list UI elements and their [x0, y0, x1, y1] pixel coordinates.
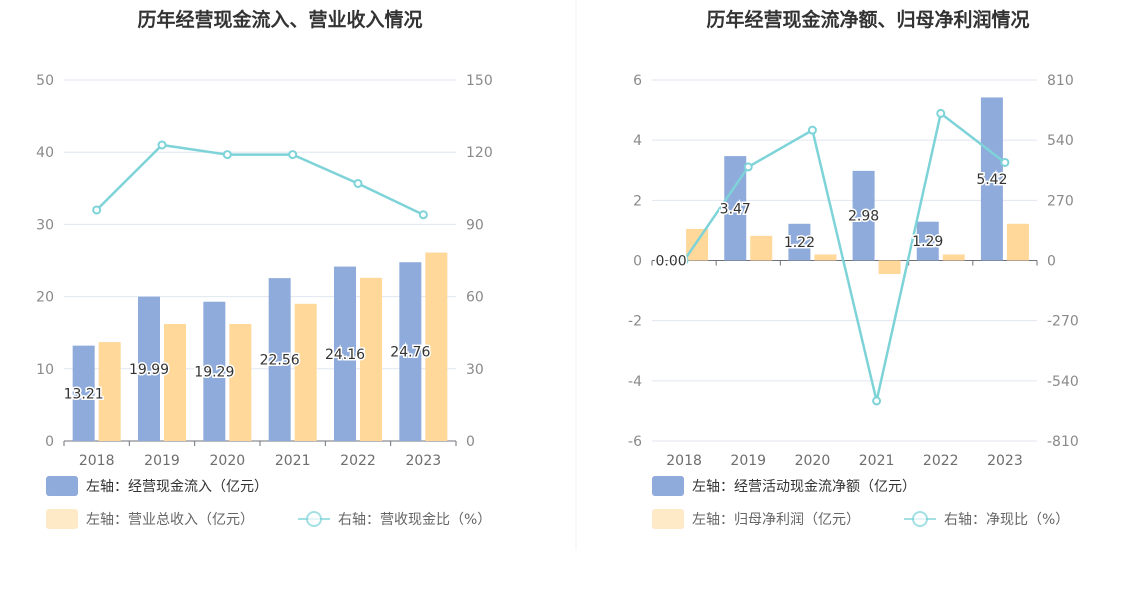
data-label: 19.99 — [129, 362, 169, 378]
legend-label: 右轴：营收现金比（%） — [338, 512, 491, 528]
y-right-tick-label: 30 — [466, 362, 484, 378]
line-point — [420, 211, 427, 218]
y-right-tick-label: 120 — [466, 145, 493, 161]
y-left-tick-label: 4 — [633, 133, 642, 149]
x-tick-label: 2021 — [859, 453, 895, 469]
y-right-tick-label: 60 — [466, 290, 484, 306]
bar-series-2 — [229, 324, 251, 441]
data-label: 24.16 — [325, 347, 365, 363]
line-point — [873, 397, 880, 404]
x-tick-label: 2020 — [210, 453, 246, 469]
x-tick-label: 2021 — [275, 453, 311, 469]
y-left-tick-label: -6 — [628, 434, 642, 450]
legend-label: 左轴：归母净利润（亿元） — [692, 511, 860, 528]
line-point — [355, 180, 362, 187]
data-label: 13.21 — [64, 386, 104, 402]
data-label: 19.29 — [194, 364, 234, 380]
legend-marker-series-3 — [913, 512, 927, 526]
line-point — [224, 151, 231, 158]
line-point — [289, 151, 296, 158]
chart-title: 历年经营现金流入、营业收入情况 — [137, 8, 422, 31]
bar-series-2 — [686, 229, 708, 261]
y-right-tick-label: 540 — [1047, 133, 1074, 149]
x-tick-label: 2018 — [666, 453, 702, 469]
y-left-tick-label: -4 — [628, 374, 642, 390]
x-tick-label: 2023 — [406, 453, 442, 469]
y-left-tick-label: 40 — [36, 145, 54, 161]
legend-swatch-series-2 — [46, 509, 78, 529]
legend-swatch-series-1 — [652, 476, 684, 496]
y-right-tick-label: 810 — [1047, 73, 1074, 89]
line-point — [809, 127, 816, 134]
data-label: 0.00 — [655, 254, 686, 270]
x-tick-label: 2020 — [795, 453, 831, 469]
y-right-tick-label: 0 — [1047, 254, 1056, 270]
y-left-tick-label: 30 — [36, 217, 54, 233]
data-label: 5.42 — [976, 172, 1007, 188]
legend-label: 右轴：净现比（%） — [944, 512, 1069, 528]
data-label: 2.98 — [848, 209, 879, 225]
y-right-tick-label: -270 — [1047, 314, 1079, 330]
legend-swatch-series-1 — [46, 476, 78, 496]
y-left-tick-label: 6 — [633, 73, 642, 89]
y-left-tick-label: 10 — [36, 362, 54, 378]
line-point — [745, 163, 752, 170]
legend-label: 左轴：营业总收入（亿元） — [86, 512, 254, 528]
y-right-tick-label: 150 — [466, 73, 493, 89]
chart-title: 历年经营现金流净额、归母净利润情况 — [706, 8, 1029, 31]
y-left-tick-label: -2 — [628, 314, 642, 330]
bar-series-2 — [164, 324, 186, 441]
legend-label: 左轴：经营现金流入（亿元） — [86, 479, 268, 495]
bar-series-2 — [1007, 224, 1029, 261]
line-point — [93, 206, 100, 213]
y-left-tick-label: 2 — [633, 193, 642, 209]
x-tick-label: 2022 — [340, 453, 376, 469]
y-right-tick-label: 0 — [466, 434, 475, 450]
data-label: 1.29 — [912, 234, 943, 250]
line-point — [937, 110, 944, 117]
line-point — [1001, 159, 1008, 166]
x-tick-label: 2023 — [987, 453, 1023, 469]
y-right-tick-label: -540 — [1047, 374, 1079, 390]
x-tick-label: 2022 — [923, 453, 959, 469]
data-label: 3.47 — [720, 201, 751, 217]
x-tick-label: 2019 — [730, 453, 766, 469]
legend-label: 左轴：经营活动现金流净额（亿元） — [692, 479, 916, 495]
legend-swatch-series-2 — [652, 509, 684, 529]
line-series — [97, 145, 424, 215]
data-label: 24.76 — [390, 345, 430, 361]
legend-marker-series-3 — [307, 512, 321, 526]
x-tick-label: 2019 — [144, 453, 180, 469]
line-point — [159, 141, 166, 148]
bar-series-2 — [943, 254, 965, 260]
data-label: 22.56 — [260, 353, 300, 369]
y-left-tick-label: 50 — [36, 73, 54, 89]
bar-series-2 — [814, 254, 836, 260]
data-label: 1.22 — [784, 235, 815, 251]
x-tick-label: 2018 — [79, 453, 115, 469]
bar-series-2 — [295, 304, 317, 441]
y-left-tick-label: 0 — [633, 254, 642, 270]
y-left-tick-label: 20 — [36, 290, 54, 306]
y-left-tick-label: 0 — [45, 434, 54, 450]
y-right-tick-label: 90 — [466, 217, 484, 233]
bar-series-2 — [750, 236, 772, 261]
chart-2: 历年经营现金流净额、归母净利润情况 -6 -4 -2 0 2 4 6 -810 -540 -270 0… — [628, 8, 1079, 529]
chart-1: 历年经营现金流入、营业收入情况 0 10 20 30 40 50 0 30 60 90 120 150 2… — [36, 8, 493, 529]
y-right-tick-label: -810 — [1047, 434, 1079, 450]
y-right-tick-label: 270 — [1047, 193, 1074, 209]
bar-series-2 — [879, 261, 901, 275]
